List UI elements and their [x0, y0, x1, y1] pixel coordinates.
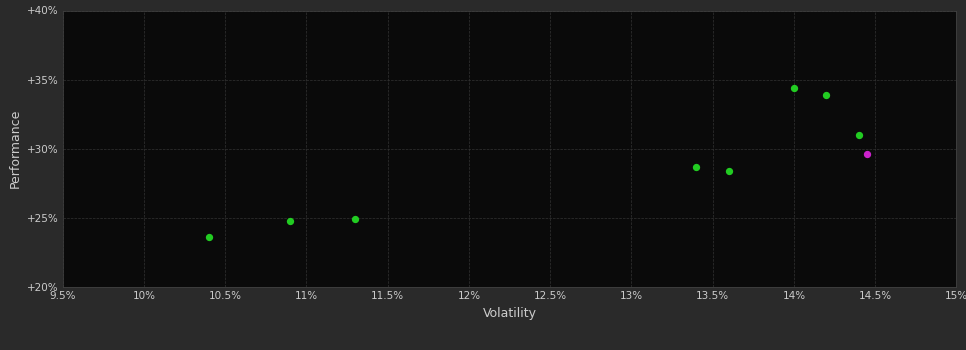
Point — [689, 164, 704, 169]
Point — [786, 85, 802, 91]
Point — [851, 132, 867, 138]
Y-axis label: Performance: Performance — [9, 109, 21, 188]
Point — [348, 216, 363, 222]
Point — [860, 152, 875, 157]
Point — [818, 92, 834, 98]
Point — [201, 234, 216, 240]
Point — [722, 168, 737, 174]
Point — [282, 218, 298, 223]
X-axis label: Volatility: Volatility — [483, 307, 536, 320]
